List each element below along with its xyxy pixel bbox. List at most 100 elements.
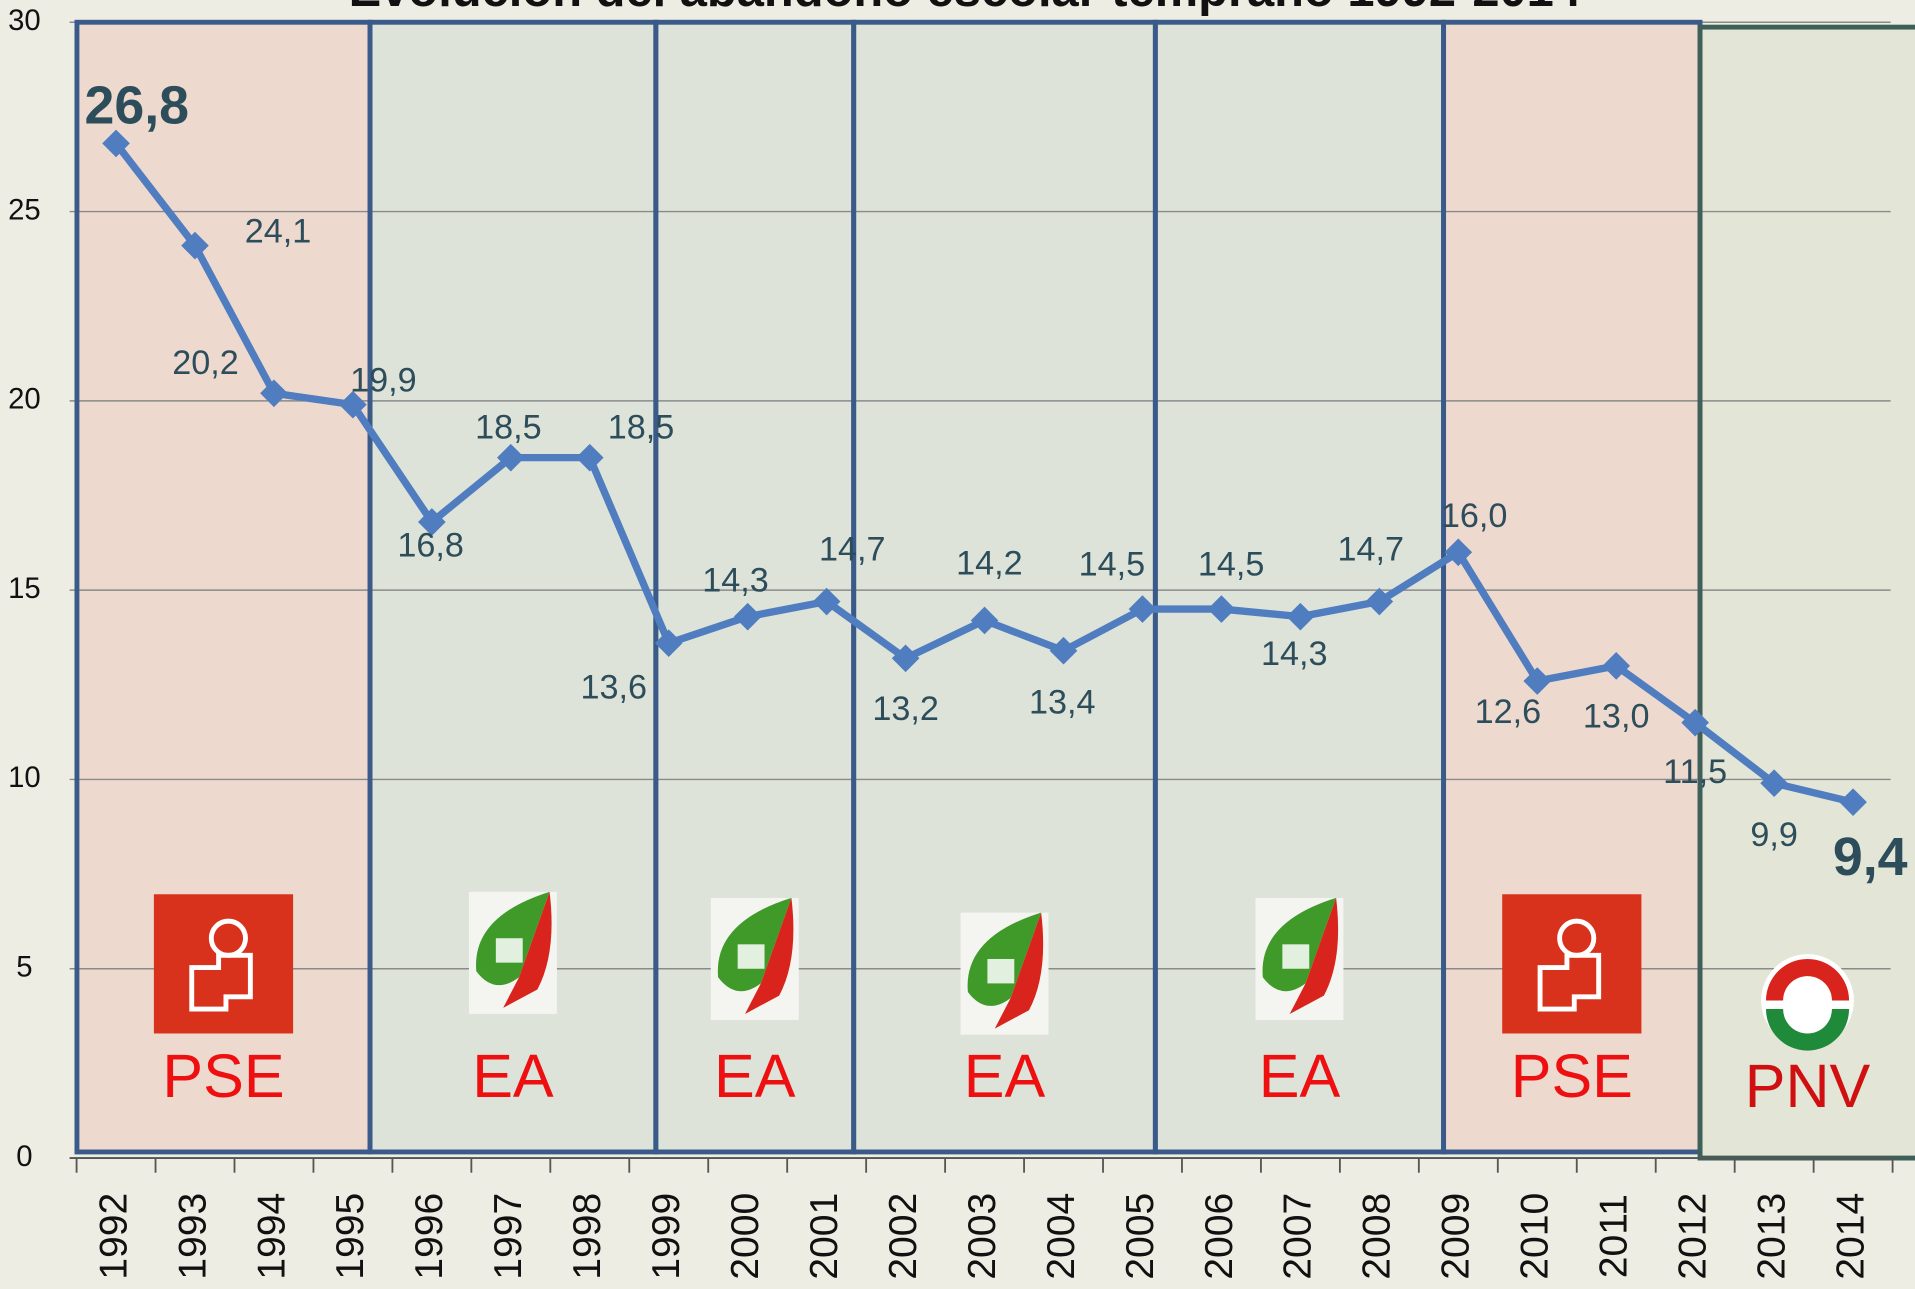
x-tick-label: 2013 <box>1750 1193 1793 1280</box>
party-logo <box>710 897 799 1021</box>
logo-bg <box>1502 894 1642 1034</box>
data-label: 14,3 <box>1261 635 1328 673</box>
x-tick-label: 1992 <box>92 1193 135 1280</box>
logo-top <box>1766 958 1850 1001</box>
data-point <box>1839 788 1867 816</box>
axes: 0 5 10 15 20 25 30 1992 1993 1994 1995 1996 1997 1998… <box>8 4 1894 1280</box>
data-point <box>1207 595 1236 623</box>
party-logo <box>960 912 1049 1035</box>
party-logo <box>1761 954 1854 1051</box>
data-label: 13,4 <box>1029 683 1096 721</box>
data-label: 14,3 <box>702 561 769 599</box>
y-tick-label: 30 <box>8 4 41 37</box>
data-label: 18,5 <box>475 409 542 447</box>
x-tick-label: 2005 <box>1119 1193 1162 1280</box>
data-point <box>496 443 525 472</box>
y-tick-label: 20 <box>8 383 41 416</box>
chart-title: Evolución del abandono escolar temprano … <box>349 0 1581 17</box>
logo-letters <box>1282 944 1310 969</box>
data-point <box>339 390 367 419</box>
y-tick-label: 5 <box>16 951 32 984</box>
party-label: PSE <box>162 1042 284 1110</box>
data-label: 14,7 <box>1338 530 1405 568</box>
data-label: 14,7 <box>819 530 886 568</box>
x-tick-label: 2002 <box>882 1193 925 1280</box>
data-point <box>891 644 920 673</box>
data-label: 19,9 <box>350 362 417 400</box>
x-tick-label: 2009 <box>1435 1193 1478 1280</box>
party-label: EA <box>964 1042 1046 1110</box>
data-label: 9,4 <box>1833 827 1908 887</box>
data-label: 12,6 <box>1475 693 1542 731</box>
data-point <box>1444 538 1473 567</box>
x-tick-label: 1993 <box>171 1193 214 1280</box>
logo-leaf-red <box>1289 897 1339 1014</box>
party-label: EA <box>1259 1042 1341 1110</box>
logo-fist <box>189 952 253 1012</box>
data-point <box>1602 652 1631 680</box>
party-label: EA <box>472 1042 554 1110</box>
x-tick-label: 1998 <box>566 1193 609 1280</box>
party-logo <box>1502 894 1642 1034</box>
data-label: 16,8 <box>397 527 464 565</box>
party-label: PSE <box>1511 1042 1633 1110</box>
logo-bg <box>153 894 294 1034</box>
logo-bottom <box>1766 1009 1850 1051</box>
data-point <box>260 379 288 408</box>
data-label: 16,0 <box>1441 497 1508 535</box>
data-point <box>1681 708 1709 737</box>
data-point <box>970 606 999 635</box>
data-point <box>1049 636 1078 665</box>
data-point <box>733 602 762 631</box>
data-point <box>418 508 446 536</box>
data-label: 14,2 <box>956 545 1023 583</box>
x-tick-label: 1995 <box>329 1193 372 1280</box>
x-tick-label: 1994 <box>250 1193 293 1280</box>
data-label: 13,0 <box>1583 697 1650 735</box>
data-label: 14,5 <box>1198 545 1265 583</box>
data-point <box>1523 667 1552 695</box>
y-tick-label: 0 <box>16 1140 32 1173</box>
logo-leaf-red <box>994 912 1044 1029</box>
data-label: 11,5 <box>1663 753 1727 791</box>
data-point <box>1286 602 1315 631</box>
x-tick-label: 1996 <box>408 1193 451 1280</box>
logo-leaf-red <box>503 891 552 1008</box>
party-label: PNV <box>1745 1052 1871 1120</box>
x-tick-label: 2003 <box>961 1193 1004 1280</box>
series: 26,8 24,1 20,2 19,9 16,8 18,5 18,5 13,6 14,3 14,7… <box>85 75 1908 887</box>
x-tick-label: 1999 <box>645 1193 688 1280</box>
x-tick-label: 2011 <box>1593 1194 1636 1278</box>
logo-leaf-red <box>744 897 794 1014</box>
party-frames: PSE EA EA EA EA PSE PNV <box>74 19 1915 1161</box>
party-label: EA <box>714 1042 796 1110</box>
data-point <box>654 629 683 657</box>
x-tick-label: 2007 <box>1277 1193 1320 1280</box>
x-tick-label: 2008 <box>1356 1193 1399 1280</box>
x-tick-label: 2012 <box>1671 1193 1714 1280</box>
x-tick-label: 2000 <box>724 1193 767 1280</box>
x-tick-label: 2010 <box>1514 1193 1557 1280</box>
party-logo <box>1255 897 1344 1021</box>
data-point <box>1760 769 1788 798</box>
data-label: 13,2 <box>872 690 939 728</box>
data-label: 14,5 <box>1079 545 1146 583</box>
x-tick-label: 2006 <box>1198 1193 1241 1280</box>
data-label: 18,5 <box>608 409 675 447</box>
data-point <box>575 443 604 472</box>
y-tick-label: 10 <box>8 761 41 794</box>
data-label: 9,9 <box>1750 816 1798 854</box>
x-tick-label: 2004 <box>1040 1193 1083 1280</box>
logo-letters <box>737 944 765 969</box>
x-tick-label: 1997 <box>487 1193 530 1280</box>
data-label: 24,1 <box>245 212 312 250</box>
data-label: 20,2 <box>172 344 239 382</box>
logo-letters <box>495 938 523 963</box>
data-label: 13,6 <box>580 669 647 707</box>
data-point <box>102 129 130 158</box>
y-tick-label: 15 <box>8 572 41 605</box>
x-tick-label: 2014 <box>1829 1193 1872 1280</box>
logo-letters <box>987 958 1015 984</box>
